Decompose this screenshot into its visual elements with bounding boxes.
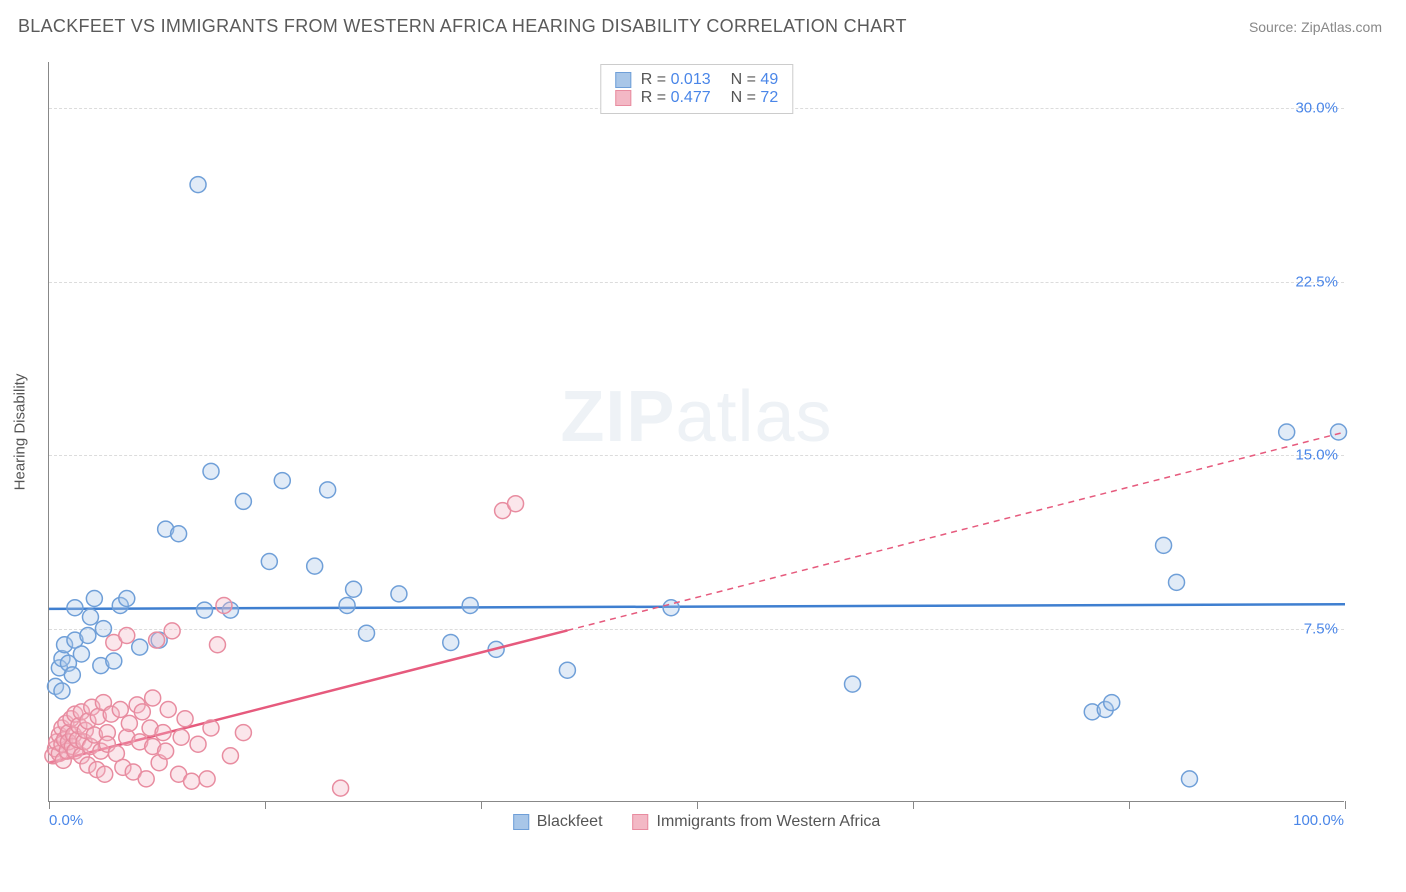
- scatter-point: [80, 628, 96, 644]
- scatter-point: [106, 653, 122, 669]
- x-axis-min-label: 0.0%: [49, 812, 83, 829]
- x-tick: [265, 801, 266, 809]
- legend-swatch: [615, 72, 631, 88]
- scatter-svg: [49, 62, 1344, 801]
- legend-swatch: [615, 90, 631, 106]
- scatter-point: [67, 600, 83, 616]
- scatter-point: [1156, 537, 1172, 553]
- plot-area: ZIPatlas 7.5%15.0%22.5%30.0% R = 0.013N …: [48, 62, 1344, 802]
- y-axis-label: Hearing Disability: [12, 374, 29, 491]
- trend-line-dashed: [567, 432, 1345, 630]
- scatter-point: [333, 780, 349, 796]
- scatter-point: [64, 667, 80, 683]
- legend-swatch: [513, 814, 529, 830]
- series-legend-item: Immigrants from Western Africa: [633, 813, 881, 831]
- scatter-point: [149, 632, 165, 648]
- scatter-point: [307, 558, 323, 574]
- x-tick: [697, 801, 698, 809]
- scatter-point: [559, 662, 575, 678]
- scatter-point: [203, 720, 219, 736]
- scatter-point: [1331, 424, 1347, 440]
- correlation-scatter-chart: Hearing Disability ZIPatlas 7.5%15.0%22.…: [48, 62, 1344, 802]
- trend-line: [49, 604, 1345, 609]
- scatter-point: [222, 748, 238, 764]
- scatter-point: [171, 526, 187, 542]
- correlation-legend-row: R = 0.013N = 49: [615, 71, 778, 89]
- scatter-point: [190, 177, 206, 193]
- scatter-point: [1279, 424, 1295, 440]
- scatter-point: [346, 581, 362, 597]
- scatter-point: [197, 602, 213, 618]
- series-legend-label: Blackfeet: [537, 813, 603, 831]
- scatter-point: [199, 771, 215, 787]
- scatter-point: [173, 729, 189, 745]
- scatter-point: [73, 646, 89, 662]
- scatter-point: [274, 473, 290, 489]
- x-tick: [481, 801, 482, 809]
- scatter-point: [134, 704, 150, 720]
- scatter-point: [391, 586, 407, 602]
- scatter-point: [160, 702, 176, 718]
- scatter-point: [86, 591, 102, 607]
- correlation-legend-row: R = 0.477N = 72: [615, 89, 778, 107]
- series-legend-label: Immigrants from Western Africa: [657, 813, 881, 831]
- x-tick: [1345, 801, 1346, 809]
- scatter-point: [359, 625, 375, 641]
- scatter-point: [209, 637, 225, 653]
- correlation-legend: R = 0.013N = 49R = 0.477N = 72: [600, 64, 793, 114]
- scatter-point: [508, 496, 524, 512]
- scatter-point: [443, 634, 459, 650]
- x-tick: [1129, 801, 1130, 809]
- page-title: BLACKFEET VS IMMIGRANTS FROM WESTERN AFR…: [18, 16, 907, 37]
- source-attribution: Source: ZipAtlas.com: [1249, 19, 1382, 35]
- scatter-point: [1181, 771, 1197, 787]
- scatter-point: [190, 736, 206, 752]
- scatter-point: [82, 609, 98, 625]
- scatter-point: [462, 597, 478, 613]
- scatter-point: [339, 597, 355, 613]
- scatter-point: [845, 676, 861, 692]
- x-axis-max-label: 100.0%: [1293, 812, 1344, 829]
- scatter-point: [145, 690, 161, 706]
- scatter-point: [138, 771, 154, 787]
- scatter-point: [119, 628, 135, 644]
- scatter-point: [216, 597, 232, 613]
- series-legend: Blackfeet Immigrants from Western Africa: [513, 813, 881, 831]
- legend-swatch: [633, 814, 649, 830]
- scatter-point: [119, 591, 135, 607]
- scatter-point: [177, 711, 193, 727]
- scatter-point: [1104, 695, 1120, 711]
- scatter-point: [235, 725, 251, 741]
- scatter-point: [184, 773, 200, 789]
- scatter-point: [235, 493, 251, 509]
- scatter-point: [155, 725, 171, 741]
- scatter-point: [164, 623, 180, 639]
- scatter-point: [203, 463, 219, 479]
- scatter-point: [158, 743, 174, 759]
- series-legend-item: Blackfeet: [513, 813, 603, 831]
- x-tick: [49, 801, 50, 809]
- scatter-point: [95, 621, 111, 637]
- scatter-point: [97, 766, 113, 782]
- scatter-point: [320, 482, 336, 498]
- scatter-point: [132, 639, 148, 655]
- scatter-point: [121, 715, 137, 731]
- x-tick: [913, 801, 914, 809]
- scatter-point: [54, 683, 70, 699]
- scatter-point: [112, 702, 128, 718]
- scatter-point: [261, 554, 277, 570]
- scatter-point: [1169, 574, 1185, 590]
